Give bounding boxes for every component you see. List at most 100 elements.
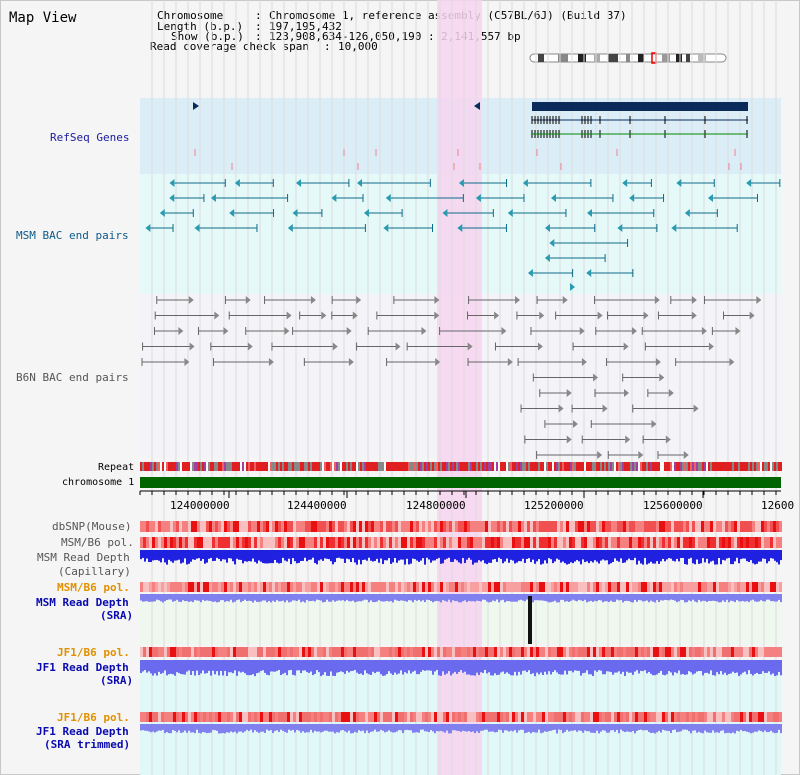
repeat-mark <box>764 462 766 471</box>
length-value: 197,195,432 <box>269 20 342 33</box>
repeat-mark <box>468 462 470 471</box>
heat-cell <box>359 582 362 592</box>
depth-bar <box>466 724 468 732</box>
repeat-mark <box>242 462 244 471</box>
bac-end <box>348 358 354 366</box>
heat-cell <box>629 537 632 548</box>
depth-bar <box>494 724 496 733</box>
depth-bar <box>350 550 352 562</box>
depth-bar <box>192 594 194 603</box>
heat-cell <box>323 521 326 532</box>
heat-cell <box>560 537 563 548</box>
heat-cell <box>185 537 188 548</box>
heat-cell <box>320 712 323 722</box>
heat-cell <box>728 647 731 657</box>
heat-cell <box>611 712 614 722</box>
heat-cell <box>263 582 266 592</box>
heat-cell <box>512 712 515 722</box>
heat-cell <box>578 582 581 592</box>
heat-cell <box>635 712 638 722</box>
bac-end <box>310 296 316 304</box>
heat-cell <box>317 582 320 592</box>
depth-bar <box>758 660 760 675</box>
heat-cell <box>296 537 299 548</box>
depth-bar <box>730 594 732 601</box>
depth-bar <box>210 724 212 733</box>
depth-bar <box>484 550 486 564</box>
depth-bar <box>246 594 248 601</box>
heat-cell <box>524 712 527 722</box>
repeat-mark <box>780 462 782 471</box>
depth-bar <box>728 594 730 603</box>
heat-cell <box>539 582 542 592</box>
repeat-mark <box>286 462 288 471</box>
bac-end <box>693 404 699 413</box>
heat-cell <box>257 582 260 592</box>
depth-bar <box>248 594 250 601</box>
heat-cell <box>731 521 734 532</box>
depth-bar <box>426 660 428 671</box>
b6n-bac-track[interactable] <box>141 296 762 459</box>
repeat-mark <box>580 462 582 471</box>
depth-bar <box>490 660 492 676</box>
depth-bar <box>506 724 508 731</box>
depth-bar <box>430 594 432 601</box>
depth-bar <box>614 660 616 673</box>
repeat-mark <box>620 462 622 471</box>
heat-cell <box>347 712 350 722</box>
depth-bar <box>560 660 562 675</box>
depth-bar <box>244 594 246 600</box>
depth-bar <box>772 724 774 733</box>
heat-cell <box>695 647 698 657</box>
heat-cell <box>371 712 374 722</box>
heat-cell <box>503 537 506 548</box>
refseq-genes-track[interactable] <box>193 102 748 170</box>
depth-bar <box>572 724 574 731</box>
heat-cell <box>284 712 287 722</box>
depth-bar <box>780 550 782 561</box>
heat-cell <box>719 582 722 592</box>
heat-cell <box>677 537 680 548</box>
repeat-mark <box>344 462 346 471</box>
depth-bar <box>576 724 578 732</box>
depth-bar <box>300 660 302 674</box>
depth-bar <box>256 594 258 602</box>
depth-bar <box>156 550 158 560</box>
chromosome-ideogram[interactable] <box>528 52 730 66</box>
heat-cell <box>752 712 755 722</box>
depth-bar <box>758 724 760 731</box>
heat-cell <box>320 521 323 532</box>
heat-cell <box>476 537 479 548</box>
heat-cell <box>494 537 497 548</box>
depth-bar <box>476 550 478 563</box>
heat-cell <box>281 582 284 592</box>
heat-cell <box>563 712 566 722</box>
bac-end <box>631 327 637 335</box>
heat-cell <box>527 582 530 592</box>
depth-bar <box>682 724 684 730</box>
repeat-mark <box>632 462 634 471</box>
heat-cell <box>266 521 269 532</box>
heat-cell <box>386 647 389 657</box>
msm-bac-track[interactable] <box>145 179 781 291</box>
depth-bar <box>392 660 394 675</box>
depth-bar <box>236 594 238 601</box>
heat-cell <box>320 582 323 592</box>
heat-cell <box>575 582 578 592</box>
bac-end <box>544 254 550 262</box>
depth-bar <box>510 660 512 676</box>
heat-cell <box>572 647 575 657</box>
depth-bar <box>300 550 302 561</box>
heat-cell <box>149 582 152 592</box>
heat-cell <box>617 647 620 657</box>
depth-bar <box>230 550 232 559</box>
heat-cell <box>191 647 194 657</box>
heat-cell <box>641 537 644 548</box>
heat-cell <box>488 582 491 592</box>
heat-cell <box>392 712 395 722</box>
depth-bar <box>412 594 414 603</box>
bac-end <box>475 194 481 202</box>
heat-cell <box>443 521 446 532</box>
depth-bar <box>702 594 704 601</box>
